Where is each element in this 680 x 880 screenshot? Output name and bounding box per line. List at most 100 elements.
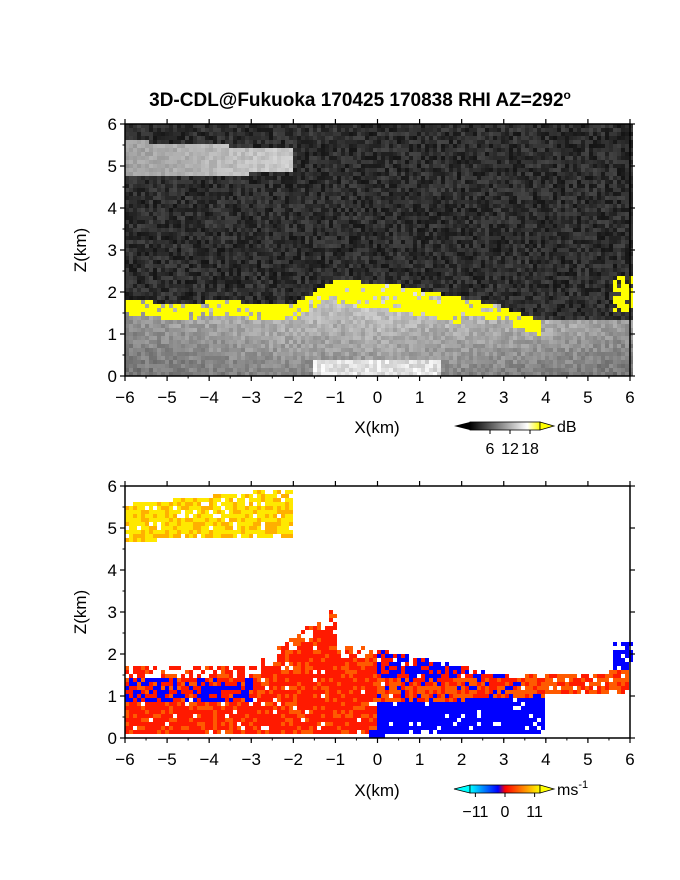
backscatter-cell (569, 152, 573, 156)
backscatter-cell (357, 192, 361, 196)
backscatter-cell (173, 224, 177, 228)
backscatter-cell (617, 164, 621, 168)
backscatter-cell (385, 240, 389, 244)
backscatter-cell (317, 268, 321, 272)
backscatter-cell (333, 220, 337, 224)
backscatter-cell (197, 260, 201, 264)
backscatter-cell (393, 212, 397, 216)
backscatter-cell (557, 124, 561, 128)
backscatter-cell (597, 152, 601, 156)
backscatter-cell (593, 188, 597, 192)
backscatter-cell (581, 268, 585, 272)
backscatter-cell (197, 220, 201, 224)
backscatter-cell (561, 216, 565, 220)
backscatter-cell (137, 204, 141, 208)
backscatter-cell (129, 180, 133, 184)
backscatter-cell (309, 244, 313, 248)
backscatter-cell (289, 128, 293, 132)
backscatter-cell (393, 132, 397, 136)
backscatter-cell (253, 204, 257, 208)
backscatter-cell (241, 228, 245, 232)
backscatter-cell (397, 264, 401, 268)
backscatter-cell (521, 160, 525, 164)
backscatter-cell (345, 152, 349, 156)
backscatter-cell (469, 268, 473, 272)
backscatter-cell (525, 136, 529, 140)
backscatter-cell (421, 168, 425, 172)
backscatter-cell (441, 152, 445, 156)
backscatter-cell (449, 268, 453, 272)
backscatter-cell (617, 252, 621, 256)
backscatter-cell (585, 260, 589, 264)
backscatter-cell (517, 264, 521, 268)
backscatter-cell (405, 256, 409, 260)
backscatter-cell (245, 260, 249, 264)
backscatter-cell (213, 160, 217, 164)
backscatter-cell (281, 176, 285, 180)
backscatter-cell (157, 180, 161, 184)
backscatter-cell (381, 216, 385, 220)
backscatter-cell (269, 192, 273, 196)
backscatter-cell (405, 152, 409, 156)
backscatter-cell (365, 276, 369, 280)
backscatter-cell (345, 220, 349, 224)
backscatter-cell (157, 252, 161, 256)
backscatter-cell (365, 208, 369, 212)
backscatter-cell (165, 192, 169, 196)
backscatter-cell (285, 228, 289, 232)
backscatter-cell (557, 160, 561, 164)
backscatter-cell (569, 204, 573, 208)
backscatter-cell (441, 232, 445, 236)
backscatter-cell (293, 244, 297, 248)
backscatter-cell (365, 192, 369, 196)
backscatter-cell (329, 128, 333, 132)
backscatter-cell (581, 180, 585, 184)
backscatter-cell (269, 184, 273, 188)
backscatter-cell (289, 228, 293, 232)
backscatter-cell (333, 272, 337, 276)
backscatter-cell (401, 136, 405, 140)
backscatter-cell (401, 160, 405, 164)
backscatter-cell (453, 172, 457, 176)
backscatter-cell (309, 216, 313, 220)
backscatter-cell (365, 128, 369, 132)
backscatter-cell (433, 144, 437, 148)
backscatter-cell (361, 196, 365, 200)
backscatter-cell (129, 200, 133, 204)
backscatter-cell (313, 224, 317, 228)
backscatter-cell (209, 228, 213, 232)
backscatter-cell (229, 208, 233, 212)
backscatter-cell (217, 260, 221, 264)
backscatter-cell (197, 192, 201, 196)
backscatter-cell (533, 168, 537, 172)
backscatter-cell (541, 228, 545, 232)
backscatter-cell (269, 132, 273, 136)
backscatter-cell (177, 176, 181, 180)
backscatter-cell (321, 232, 325, 236)
backscatter-cell (461, 208, 465, 212)
backscatter-cell (469, 140, 473, 144)
backscatter-cell (417, 244, 421, 248)
backscatter-cell (293, 132, 297, 136)
backscatter-cell (229, 156, 233, 160)
backscatter-cell (185, 232, 189, 236)
backscatter-cell (253, 268, 257, 272)
backscatter-cell (273, 240, 277, 244)
backscatter-cell (149, 220, 153, 224)
backscatter-cell (629, 256, 633, 260)
backscatter-cell (609, 196, 613, 200)
backscatter-cell (173, 240, 177, 244)
backscatter-cell (577, 168, 581, 172)
backscatter-cell (505, 256, 509, 260)
backscatter-cell (365, 160, 369, 164)
backscatter-cell (265, 168, 269, 172)
backscatter-cell (505, 196, 509, 200)
backscatter-cell (501, 276, 505, 280)
backscatter-cell (529, 128, 533, 132)
backscatter-cell (613, 228, 617, 232)
backscatter-cell (233, 212, 237, 216)
backscatter-cell (269, 260, 273, 264)
backscatter-cell (581, 152, 585, 156)
backscatter-cell (573, 168, 577, 172)
backscatter-cell (381, 220, 385, 224)
